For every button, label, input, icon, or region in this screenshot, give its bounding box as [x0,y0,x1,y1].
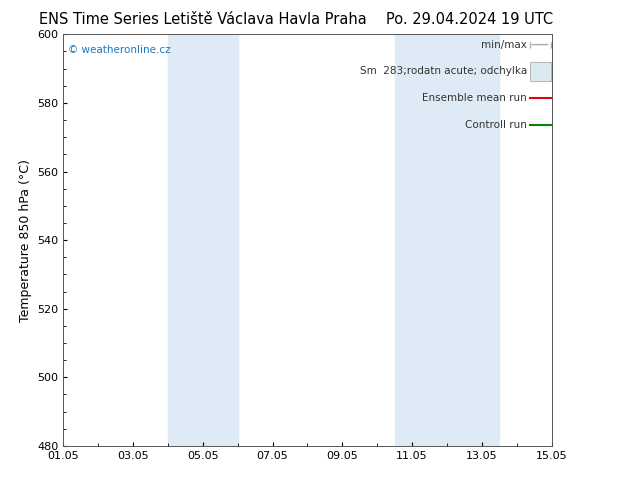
Bar [168,34,238,446]
Y-axis label: Temperature 850 hPa (°C): Temperature 850 hPa (°C) [19,159,32,321]
Text: min/max: min/max [481,40,527,49]
FancyBboxPatch shape [529,62,550,80]
Text: Sm  283;rodatn acute; odchylka: Sm 283;rodatn acute; odchylka [360,66,527,76]
Text: © weatheronline.cz: © weatheronline.cz [68,45,171,54]
Bar [394,34,500,446]
Text: Controll run: Controll run [465,120,527,130]
Text: ENS Time Series Letiště Václava Havla Praha: ENS Time Series Letiště Václava Havla Pr… [39,12,366,27]
Text: Ensemble mean run: Ensemble mean run [422,93,527,103]
Text: Po. 29.04.2024 19 UTC: Po. 29.04.2024 19 UTC [385,12,553,27]
